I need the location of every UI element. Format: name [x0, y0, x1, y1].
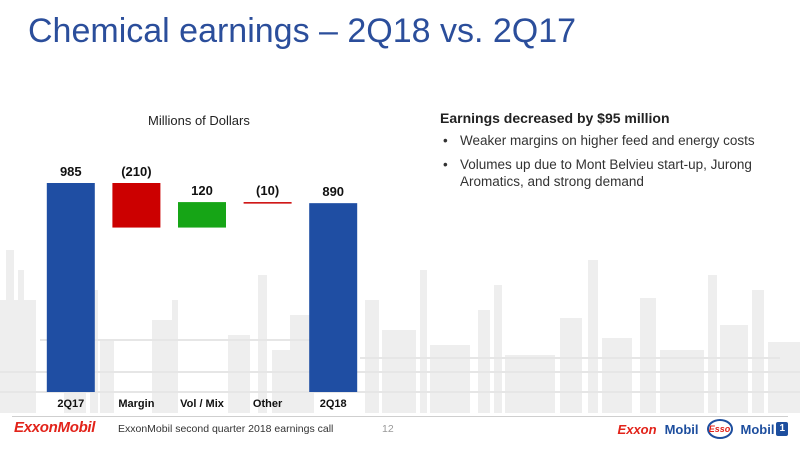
key-points-list: • Weaker margins on higher feed and ener…: [440, 132, 785, 190]
footer-note: ExxonMobil second quarter 2018 earnings …: [118, 423, 333, 435]
category-label: 2Q17: [57, 398, 84, 410]
key-point-item: • Volumes up due to Mont Belvieu start-u…: [440, 156, 785, 190]
brand-logos: Exxon Mobil Esso Mobil 1: [618, 419, 788, 439]
category-label: Other: [253, 398, 283, 410]
bar-vol-mix: [178, 202, 226, 227]
data-label: 985: [60, 164, 82, 179]
data-label: (210): [121, 164, 151, 179]
key-point-item: • Weaker margins on higher feed and ener…: [440, 132, 785, 149]
data-label: 120: [191, 183, 213, 198]
bullet-icon: •: [443, 132, 448, 149]
exxon-logo: Exxon: [618, 422, 657, 437]
exxonmobil-logo: ExxonMobil: [14, 419, 95, 436]
bar-margin: [112, 183, 160, 228]
mobil1-logo: Mobil 1: [741, 422, 789, 437]
key-point-text: Weaker margins on higher feed and energy…: [460, 133, 755, 148]
data-label: (10): [256, 183, 279, 198]
key-point-text: Volumes up due to Mont Belvieu start-up,…: [460, 157, 752, 189]
bullet-icon: •: [443, 156, 448, 173]
footer-divider: [12, 416, 788, 417]
mobil1-wordmark: Mobil: [741, 422, 775, 437]
category-label: Margin: [118, 398, 154, 410]
bar-2q18: [309, 203, 357, 392]
category-label: Vol / Mix: [180, 398, 225, 410]
key-points-panel: Earnings decreased by $95 million • Weak…: [440, 110, 785, 197]
key-points-heading: Earnings decreased by $95 million: [440, 110, 785, 126]
slide-footer: ExxonMobil ExxonMobil second quarter 201…: [0, 413, 800, 450]
mobil-logo: Mobil: [665, 422, 699, 437]
category-label: 2Q18: [320, 398, 347, 410]
page-number: 12: [382, 423, 394, 435]
mobil1-badge: 1: [776, 422, 788, 436]
bar-2q17: [47, 183, 95, 392]
esso-logo: Esso: [707, 419, 733, 439]
data-label: 890: [322, 184, 344, 199]
bar-other: [244, 202, 292, 204]
